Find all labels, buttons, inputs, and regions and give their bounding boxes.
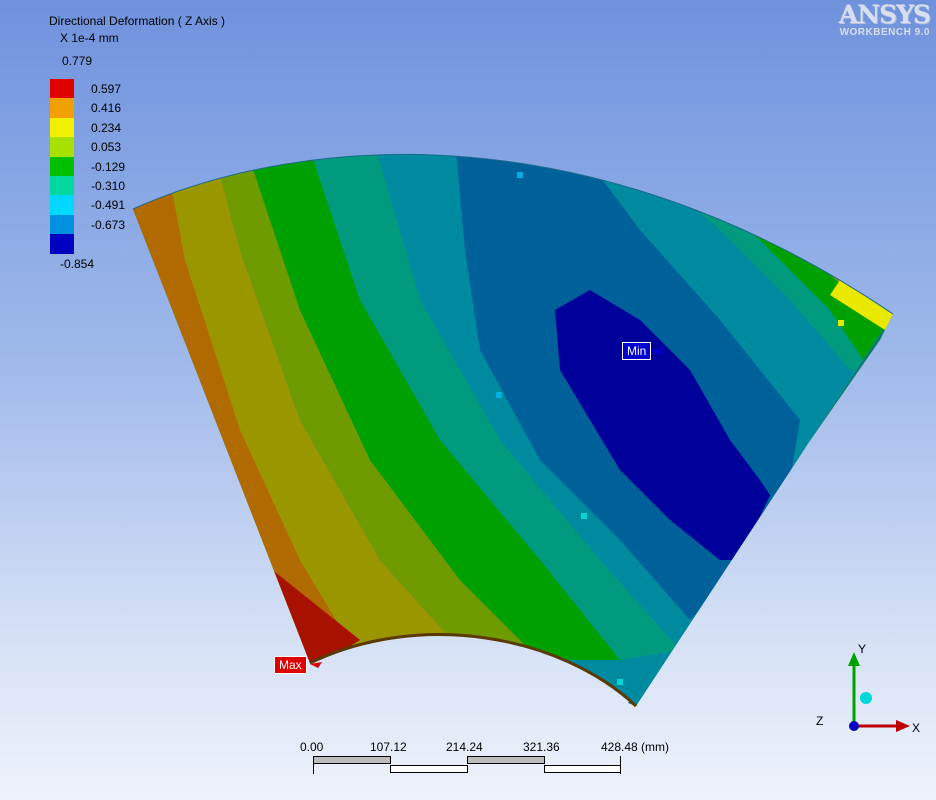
result-units: X 1e-4 mm (60, 31, 119, 45)
legend-swatch (50, 79, 74, 99)
scale-segment (390, 765, 468, 773)
legend-value: 0.234 (91, 120, 122, 135)
legend-value: -0.491 (91, 198, 126, 213)
scale-segment (467, 756, 545, 764)
node-marker (617, 679, 623, 685)
sector-top-rim (132, 153, 894, 315)
legend-max-value: 0.779 (62, 54, 93, 68)
ansys-logo: ANSYS WORKBENCH 9.0 (838, 0, 931, 38)
scale-tick-label: 107.12 (370, 740, 407, 754)
y-arrow-icon (848, 652, 860, 666)
triad-x-label: X (912, 721, 921, 735)
legend-swatch (50, 234, 74, 254)
contour-band-green (250, 154, 620, 660)
legend-min-value: -0.854 (60, 257, 95, 271)
node-marker (517, 172, 523, 178)
legend-swatch (50, 117, 74, 138)
scale-bar (313, 756, 621, 774)
logo-subtext: WORKBENCH 9.0 (839, 27, 930, 38)
scale-tick-label: 428.48 (mm) (601, 740, 670, 754)
sector-inner-rim (309, 633, 638, 708)
z-axis-icon (849, 721, 859, 731)
triad-z-label: Z (816, 714, 824, 728)
contour-band-minimum (555, 290, 770, 560)
legend-swatch (50, 214, 74, 235)
legend-value: -0.129 (91, 159, 126, 174)
scale-tick-label: 214.24 (446, 740, 483, 754)
scale-tick (620, 756, 621, 774)
triad-center-icon (860, 692, 872, 704)
scale-tick-label: 0.00 (300, 740, 324, 754)
max-probe-label[interactable]: Max (274, 656, 307, 674)
legend-value: 0.416 (91, 101, 122, 116)
scale-tick-label: 321.36 (523, 740, 560, 754)
min-probe-pointer (650, 348, 662, 355)
sector-top-edge (830, 280, 893, 330)
deformation-contour-plot (132, 153, 894, 708)
scale-segment (544, 765, 621, 773)
contour-band-teal (310, 154, 680, 660)
node-marker (581, 513, 587, 519)
legend-value: 0.053 (91, 140, 122, 155)
legend-swatch (50, 137, 74, 157)
node-marker (496, 392, 502, 398)
max-probe-pointer (310, 662, 322, 668)
scale-segment (313, 756, 391, 764)
x-arrow-icon (896, 720, 910, 732)
triad-y-label: Y (858, 642, 867, 656)
legend-swatch (50, 175, 74, 196)
min-probe-label[interactable]: Min (622, 342, 652, 360)
legend-swatch (50, 98, 74, 118)
legend-value: 0.597 (91, 82, 122, 96)
scale-tick (313, 756, 314, 774)
coordinate-triad[interactable] (812, 640, 932, 740)
legend-swatch (50, 195, 74, 215)
legend-swatch (50, 156, 74, 176)
legend-value: -0.310 (91, 178, 126, 193)
node-marker (838, 320, 844, 326)
legend-value: -0.673 (91, 217, 126, 232)
result-title: Directional Deformation ( Z Axis ) (49, 14, 226, 28)
logo-text: ANSYS (838, 0, 931, 29)
